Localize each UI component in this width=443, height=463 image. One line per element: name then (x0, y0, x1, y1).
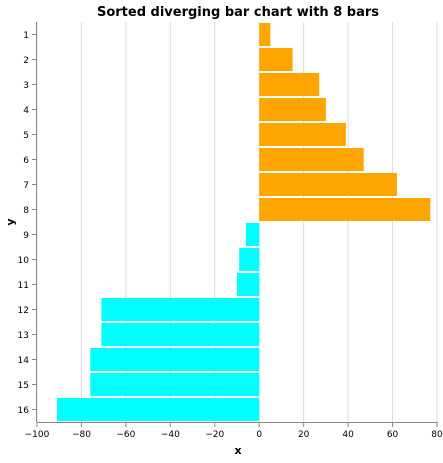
y-tick-label: 7 (23, 181, 29, 191)
x-tick-label: −60 (116, 430, 135, 440)
bar-8 (259, 198, 431, 221)
x-tick-label: 80 (431, 430, 443, 440)
bar-2 (259, 48, 293, 71)
y-tick-label: 13 (18, 331, 29, 341)
y-tick-label: 12 (18, 306, 29, 316)
y-axis-title: y (4, 218, 17, 225)
y-tick-label: 16 (18, 406, 30, 416)
x-tick-label: 0 (256, 430, 262, 440)
bar-1 (259, 23, 271, 46)
bar-7 (259, 173, 397, 196)
x-tick-label: −40 (161, 430, 180, 440)
chart-title: Sorted diverging bar chart with 8 bars (97, 5, 379, 20)
bar-9 (245, 223, 260, 246)
x-tick-label: 40 (342, 430, 354, 440)
bar-13 (101, 323, 260, 346)
bar-16 (57, 398, 260, 421)
bar-5 (259, 123, 346, 146)
y-tick-label: 15 (18, 381, 29, 391)
bar-10 (239, 248, 260, 271)
y-tick-label: 11 (18, 281, 29, 291)
x-tick-label: 60 (387, 430, 399, 440)
bar-6 (259, 148, 364, 171)
bar-11 (237, 273, 260, 296)
x-axis-title: x (234, 444, 241, 457)
axes: −100 −80 −60 −40 −20 0 20 40 60 80123456789101112… (18, 22, 443, 440)
x-tick-label: −80 (72, 430, 91, 440)
y-tick-label: 2 (23, 56, 29, 66)
y-tick-label: 8 (23, 206, 29, 216)
bar-3 (259, 73, 320, 96)
bar-14 (90, 348, 260, 371)
y-tick-label: 4 (23, 106, 29, 116)
y-tick-label: 3 (23, 81, 29, 91)
bar-12 (101, 298, 260, 321)
y-tick-label: 9 (23, 231, 29, 241)
x-tick-label: 20 (298, 430, 310, 440)
y-tick-label: 6 (23, 156, 29, 166)
y-tick-label: 10 (18, 256, 30, 266)
y-tick-label: 1 (23, 31, 29, 41)
y-tick-label: 5 (23, 131, 29, 141)
x-tick-label: −20 (205, 430, 224, 440)
y-tick-label: 14 (18, 356, 30, 366)
bar-4 (259, 98, 326, 121)
bar-15 (90, 373, 260, 396)
bars (57, 23, 431, 421)
x-tick-label: −100 (25, 430, 50, 440)
